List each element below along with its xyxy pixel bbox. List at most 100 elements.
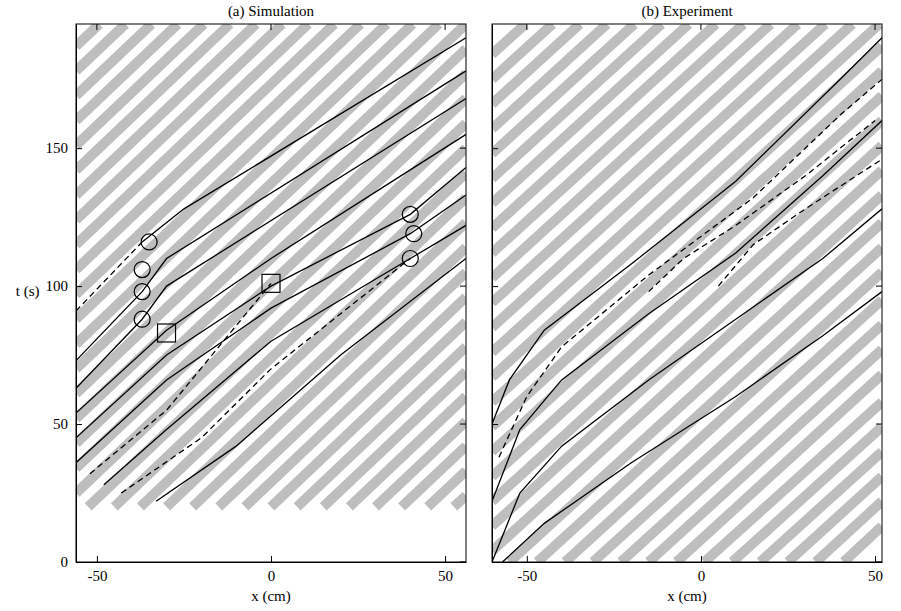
- band: [844, 526, 882, 562]
- y-tick: 0: [61, 554, 83, 570]
- plot-frame: [492, 24, 882, 562]
- band: [219, 272, 466, 507]
- trajectory-line: [76, 242, 142, 311]
- band: [704, 402, 882, 562]
- x-axis-title: x (cm): [667, 588, 707, 605]
- x-tick: 0: [268, 556, 276, 584]
- x-tick-mark: [701, 556, 702, 562]
- y-tick-mark: [76, 148, 82, 149]
- band: [492, 24, 607, 129]
- band: [677, 374, 882, 562]
- band: [349, 396, 466, 506]
- band: [565, 272, 882, 562]
- bands: [76, 24, 466, 507]
- y-tick-label: 50: [53, 416, 68, 432]
- bands: [492, 24, 882, 562]
- x-tick-mark-top: [445, 24, 446, 30]
- band: [323, 372, 466, 507]
- trajectory-line: [121, 259, 410, 494]
- x-axis-title: x (cm): [251, 588, 291, 605]
- y-axis: 0 50 100 150: [46, 25, 83, 571]
- y-tick-mark: [492, 148, 498, 149]
- band: [492, 24, 553, 79]
- plot-area: [76, 24, 466, 507]
- band: [375, 421, 466, 507]
- y-tick-mark-right: [460, 562, 466, 563]
- circle-marker: [402, 251, 418, 267]
- axis-line: [76, 25, 77, 563]
- band: [193, 247, 466, 506]
- y-axis: [492, 25, 498, 563]
- circle-marker: [141, 234, 157, 250]
- band: [621, 325, 882, 562]
- band: [76, 24, 282, 220]
- trajectory-line: [492, 209, 882, 562]
- circle-marker: [402, 206, 418, 222]
- panel: -50050(b) Experimentx (cm): [492, 3, 883, 605]
- x-tick-mark-top: [271, 24, 272, 30]
- band: [76, 24, 178, 121]
- band: [492, 24, 662, 179]
- x-tick: -50: [517, 556, 537, 584]
- x-tick-mark-top: [875, 24, 876, 30]
- circle-marker: [134, 262, 150, 278]
- trajectory-line: [499, 79, 882, 457]
- x-tick-label: -50: [87, 568, 107, 584]
- band: [732, 427, 882, 562]
- axis-line: [493, 562, 883, 563]
- band: [167, 223, 466, 507]
- y-tick-mark: [492, 424, 498, 425]
- band: [245, 297, 466, 507]
- band: [492, 24, 716, 228]
- band: [492, 24, 798, 303]
- band: [492, 24, 771, 278]
- x-tick-label: 50: [438, 568, 453, 584]
- x-tick-mark: [527, 556, 528, 562]
- y-tick-label: 150: [46, 140, 69, 156]
- y-tick-mark-right: [460, 148, 466, 149]
- figure: -50050050100150(a) Simulationx (cm)t (s)…: [0, 0, 901, 611]
- band: [492, 24, 689, 203]
- axis-line: [492, 25, 493, 563]
- y-tick: 100: [46, 278, 83, 294]
- band: [649, 350, 882, 562]
- band: [271, 322, 466, 507]
- x-tick-label: -50: [517, 568, 537, 584]
- trajectory-line: [492, 38, 882, 424]
- y-tick-mark-right: [876, 286, 882, 287]
- trajectory-line: [649, 121, 875, 292]
- band: [593, 300, 882, 562]
- x-tick-mark: [445, 556, 446, 562]
- band: [76, 24, 308, 245]
- band: [454, 496, 466, 507]
- band: [76, 24, 204, 145]
- x-tick-mark-top: [96, 24, 97, 30]
- trajectory-line: [104, 225, 466, 484]
- band: [492, 24, 580, 104]
- y-tick: [492, 148, 498, 149]
- trajectory-line: [156, 259, 466, 502]
- y-tick: [492, 562, 498, 563]
- x-axis: -50 0 50: [77, 556, 467, 584]
- y-tick-mark-right: [460, 424, 466, 425]
- y-axis-title: t (s): [16, 283, 40, 300]
- plot-area: [492, 24, 882, 562]
- y-tick-mark-right: [460, 286, 466, 287]
- y-tick-mark: [76, 424, 82, 425]
- y-tick-mark-right: [876, 424, 882, 425]
- band: [76, 24, 256, 195]
- x-tick-label: 0: [268, 568, 276, 584]
- y-tick: 50: [53, 416, 82, 432]
- trajectory-line: [76, 134, 466, 413]
- x-tick-mark: [97, 556, 98, 562]
- trajectory-line: [76, 167, 466, 437]
- x-tick: 0: [698, 556, 706, 584]
- band: [76, 24, 334, 270]
- band: [76, 24, 152, 96]
- circle-marker: [134, 284, 150, 300]
- x-axis: -50050: [493, 556, 884, 584]
- x-tick: -50: [87, 556, 107, 584]
- band: [537, 247, 882, 562]
- y-tick-label: 100: [46, 278, 69, 294]
- trajectory-line: [502, 292, 882, 562]
